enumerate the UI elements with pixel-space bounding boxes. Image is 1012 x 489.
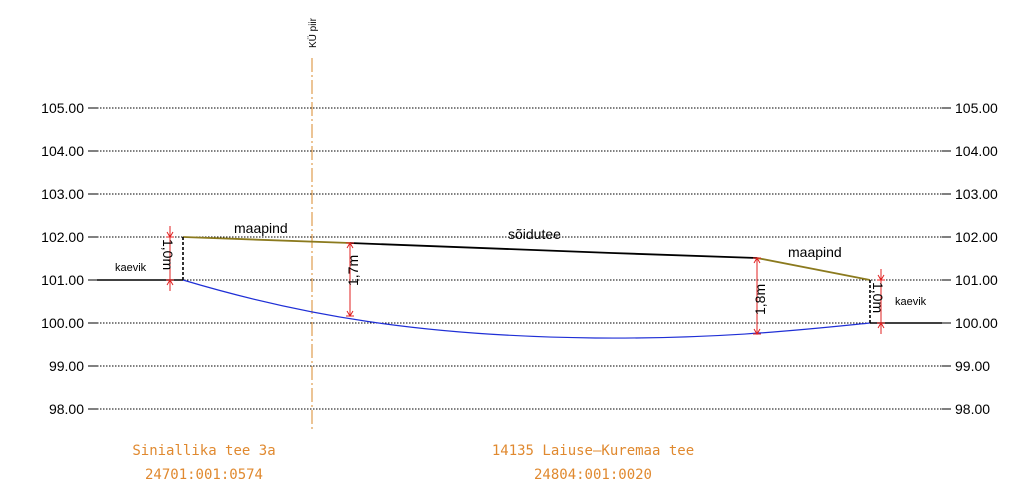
ground-label-right: maapind: [788, 244, 842, 260]
parcel-left-name: Siniallika tee 3a: [132, 443, 275, 459]
depth-label-left: 1,0m: [160, 239, 176, 270]
trench-bottom-curve: [182, 279, 871, 339]
ground-label-left: maapind: [234, 220, 288, 236]
dimension-marker-mid-left: [346, 242, 354, 317]
tick-label-right: 98.00: [955, 401, 990, 417]
tick-label-left: 102.00: [41, 229, 84, 245]
tick-label-right: 100.00: [955, 315, 998, 331]
trench-label-right: kaevik: [895, 296, 927, 308]
left-axis-labels: 105.00 104.00 103.00 102.00 101.00 100.0…: [41, 100, 84, 417]
tick-label-right: 103.00: [955, 186, 998, 202]
trench-label-left: kaevik: [115, 262, 147, 274]
tick-marks: [88, 107, 951, 410]
tick-label-left: 101.00: [41, 272, 84, 288]
ground-line-left: [182, 236, 351, 244]
depth-label-mid-right: 1,8m: [752, 284, 768, 315]
road-label: sõidutee: [508, 226, 561, 242]
tick-label-left: 104.00: [41, 143, 84, 159]
tick-label-right: 105.00: [955, 100, 998, 116]
parcel-right-name: 14135 Laiuse–Kuremaa tee: [492, 443, 694, 459]
dimension-marker-left: [166, 226, 174, 291]
boundary-label: KÜ piir: [307, 17, 319, 48]
tick-label-left: 105.00: [41, 100, 84, 116]
tick-label-right: 99.00: [955, 358, 990, 374]
dimension-marker-right: [877, 269, 885, 334]
parcel-right-code: 24804:001:0020: [534, 467, 652, 483]
tick-label-left: 98.00: [49, 401, 84, 417]
tick-label-left: 103.00: [41, 186, 84, 202]
parcel-left-code: 24701:001:0574: [145, 467, 263, 483]
depth-label-mid-left: 1,7m: [345, 255, 361, 286]
road-surface-line: [349, 242, 758, 259]
tick-label-left: 100.00: [41, 315, 84, 331]
tick-label-right: 104.00: [955, 143, 998, 159]
depth-label-right: 1,0m: [870, 282, 886, 313]
tick-label-right: 101.00: [955, 272, 998, 288]
right-axis-labels: 105.00 104.00 103.00 102.00 101.00 100.0…: [955, 100, 998, 417]
tick-label-left: 99.00: [49, 358, 84, 374]
ground-line-right: [756, 257, 871, 281]
dimension-marker-mid-right: [753, 257, 761, 335]
tick-label-right: 102.00: [955, 229, 998, 245]
